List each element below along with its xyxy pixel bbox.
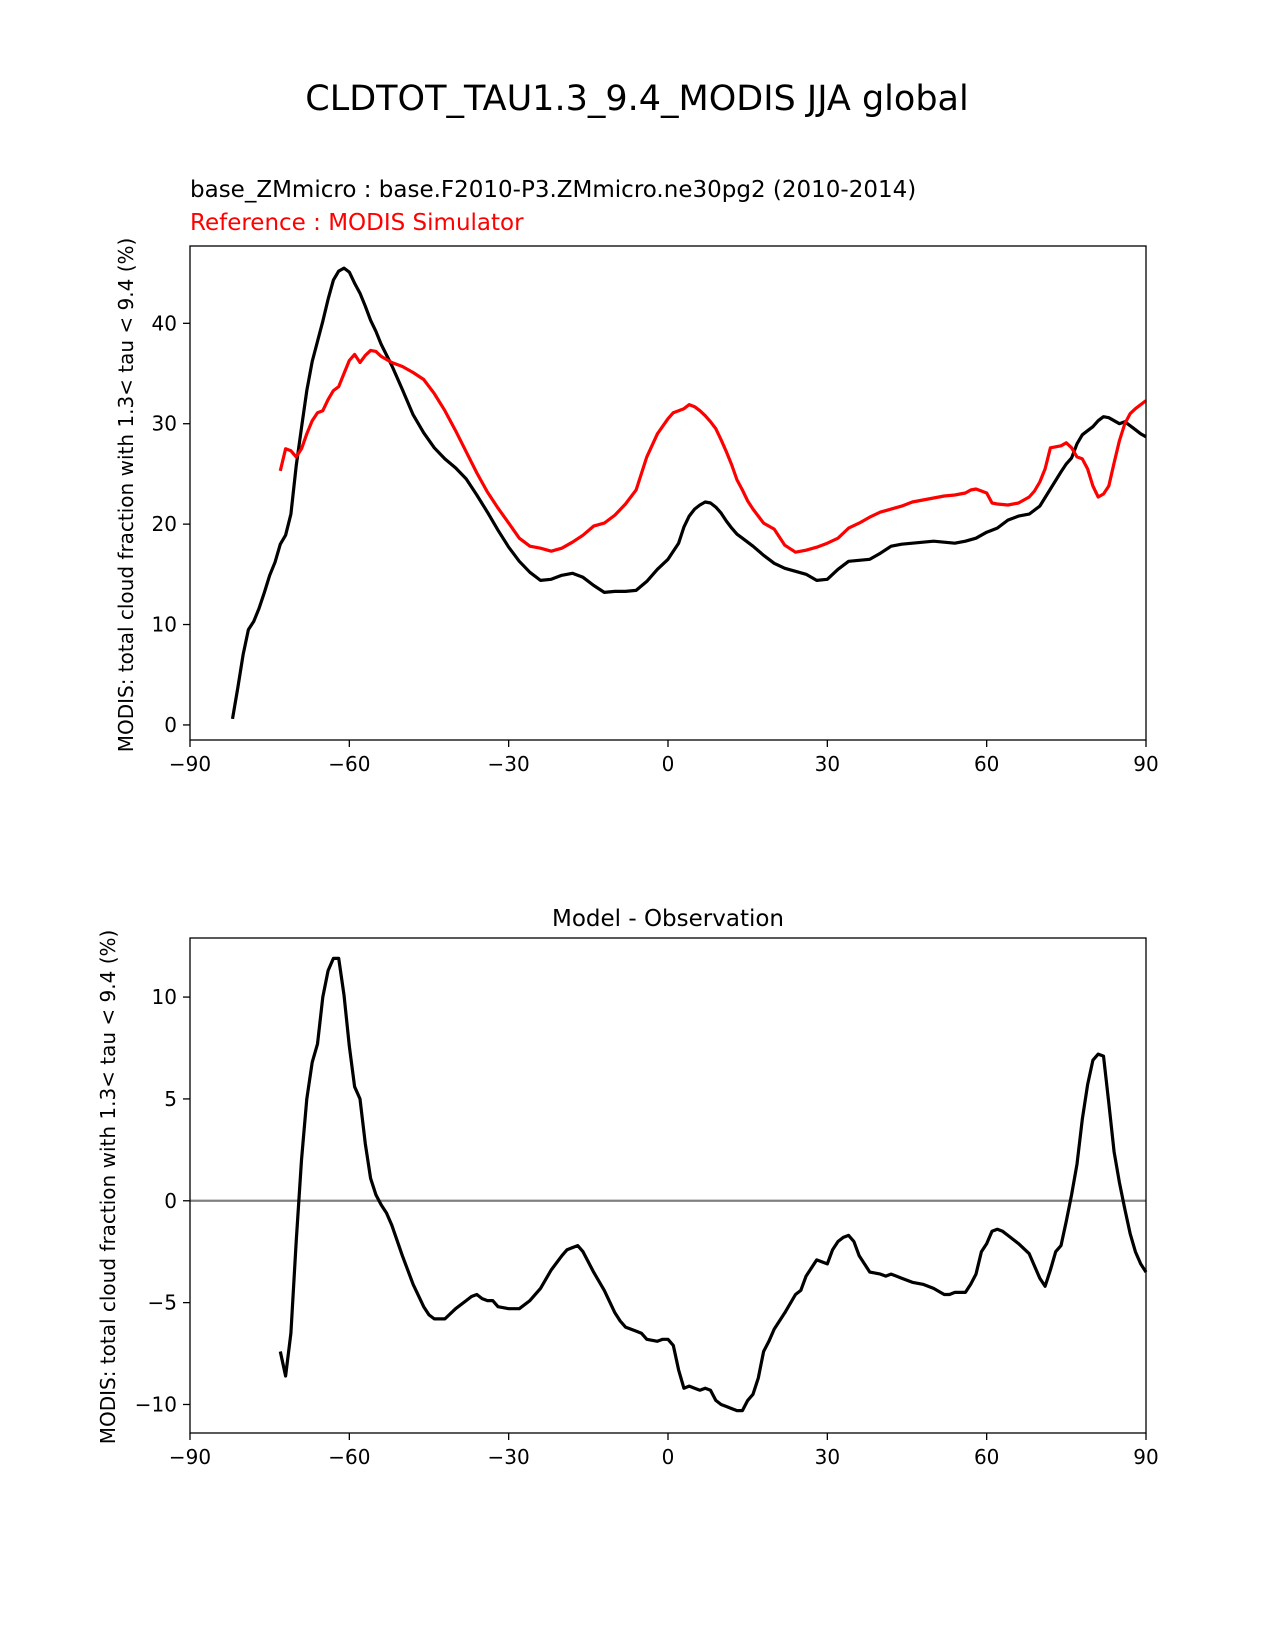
top-panel-x-tick-label: −30 — [488, 752, 530, 776]
bottom-panel-series-line-0 — [278, 956, 1148, 1413]
bottom-panel-y-tick-label: 5 — [164, 1087, 177, 1111]
top-panel-marks — [230, 266, 1147, 720]
top-panel-y-tick-label: 0 — [164, 713, 177, 737]
top-panel-x-tick-label: −60 — [328, 752, 370, 776]
bottom-panel-x-tick-label: 30 — [815, 1445, 840, 1469]
top-panel-ticks: −90 −60 −30 0 30 60 90 0 10 20 30 40 — [152, 311, 1159, 776]
bottom-panel-x-tick-label: −60 — [328, 1445, 370, 1469]
bottom-panel-title: Model - Observation — [552, 906, 784, 932]
top-panel-x-tick-label: 90 — [1133, 752, 1158, 776]
bottom-panel-ticks: −90 −60 −30 0 30 60 90 −10 −5 0 5 10 — [135, 985, 1159, 1469]
top-panel-series-line-1 — [278, 348, 1147, 554]
bottom-panel-y-tick-label: 10 — [152, 985, 177, 1009]
top-panel-x-tick-label: 0 — [662, 752, 675, 776]
figure-title: CLDTOT_TAU1.3_9.4_MODIS JJA global — [305, 79, 968, 119]
top-panel-series-line-0 — [230, 266, 1147, 720]
bottom-panel-x-tick-label: 60 — [974, 1445, 999, 1469]
bottom-panel-marks — [190, 956, 1148, 1413]
bottom-panel-x-tick-label: 0 — [662, 1445, 675, 1469]
top-panel-title-reference: Reference : MODIS Simulator — [190, 210, 524, 236]
bottom-panel-y-tick-label: −5 — [148, 1291, 177, 1315]
top-panel-y-tick-label: 20 — [152, 512, 177, 536]
top-panel-y-tick-label: 10 — [152, 613, 177, 637]
top-panel-title-model: base_ZMmicro : base.F2010-P3.ZMmicro.ne3… — [190, 177, 916, 203]
bottom-panel-y-tick-label: −10 — [135, 1392, 177, 1416]
top-panel-line-chart: base_ZMmicro : base.F2010-P3.ZMmicro.ne3… — [114, 177, 1159, 776]
top-panel-x-tick-label: −90 — [169, 752, 211, 776]
bottom-panel-y-tick-label: 0 — [164, 1189, 177, 1213]
top-panel-y-axis-label: MODIS: total cloud fraction with 1.3< ta… — [114, 238, 138, 753]
bottom-panel-x-tick-label: −30 — [488, 1445, 530, 1469]
top-panel-y-tick-label: 30 — [152, 412, 177, 436]
top-panel-y-tick-label: 40 — [152, 311, 177, 335]
bottom-panel-x-tick-label: −90 — [169, 1445, 211, 1469]
bottom-panel-line-chart: Model - Observation MODIS: total cloud f… — [96, 906, 1159, 1469]
bottom-panel-x-tick-label: 90 — [1133, 1445, 1158, 1469]
top-panel-x-tick-label: 60 — [974, 752, 999, 776]
bottom-panel-y-axis-label: MODIS: total cloud fraction with 1.3< ta… — [96, 930, 120, 1445]
top-panel-x-tick-label: 30 — [815, 752, 840, 776]
